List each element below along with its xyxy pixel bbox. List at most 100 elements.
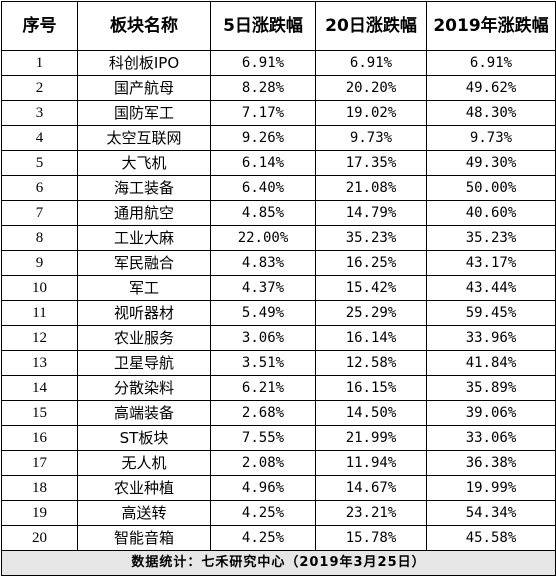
cell-index: 18 — [1, 475, 78, 501]
cell-20d-change: 14.79% — [315, 200, 427, 226]
cell-ytd-change: 43.17% — [426, 250, 556, 276]
cell-index: 10 — [1, 275, 78, 301]
header-row: 序号 板块名称 5日涨跌幅 20日涨跌幅 2019年涨跌幅 — [1, 1, 556, 51]
cell-sector-name: 高端装备 — [77, 400, 211, 426]
cell-5d-change: 6.14% — [210, 150, 316, 176]
cell-20d-change: 15.42% — [315, 275, 427, 301]
table-row: 7 通用航空 4.85% 14.79% 40.60% — [1, 200, 556, 226]
cell-sector-name: ST板块 — [77, 425, 211, 451]
table-row: 20 智能音箱 4.25% 15.78% 45.58% — [1, 525, 556, 551]
cell-20d-change: 17.35% — [315, 150, 427, 176]
cell-ytd-change: 45.58% — [426, 525, 556, 551]
cell-index: 16 — [1, 425, 78, 451]
cell-20d-change: 6.91% — [315, 50, 427, 76]
cell-sector-name: 大飞机 — [77, 150, 211, 176]
cell-sector-name: 农业服务 — [77, 325, 211, 351]
cell-5d-change: 9.26% — [210, 125, 316, 151]
cell-sector-name: 国产航母 — [77, 75, 211, 101]
cell-sector-name: 海工装备 — [77, 175, 211, 201]
cell-ytd-change: 35.89% — [426, 375, 556, 401]
cell-5d-change: 4.25% — [210, 525, 316, 551]
cell-20d-change: 16.14% — [315, 325, 427, 351]
cell-5d-change: 2.68% — [210, 400, 316, 426]
cell-ytd-change: 41.84% — [426, 350, 556, 376]
table-row: 15 高端装备 2.68% 14.50% 39.06% — [1, 400, 556, 426]
table-row: 1 科创板IPO 6.91% 6.91% 6.91% — [1, 50, 556, 76]
cell-index: 14 — [1, 375, 78, 401]
cell-sector-name: 国防军工 — [77, 100, 211, 126]
cell-sector-name: 军民融合 — [77, 250, 211, 276]
cell-20d-change: 15.78% — [315, 525, 427, 551]
cell-20d-change: 19.02% — [315, 100, 427, 126]
table-row: 6 海工装备 6.40% 21.08% 50.00% — [1, 175, 556, 201]
table-row: 10 军工 4.37% 15.42% 43.44% — [1, 275, 556, 301]
table-row: 4 太空互联网 9.26% 9.73% 9.73% — [1, 125, 556, 151]
cell-sector-name: 卫星导航 — [77, 350, 211, 376]
cell-sector-name: 太空互联网 — [77, 125, 211, 151]
table-row: 11 视听器材 5.49% 25.29% 59.45% — [1, 300, 556, 326]
cell-5d-change: 2.08% — [210, 450, 316, 476]
cell-ytd-change: 49.30% — [426, 150, 556, 176]
cell-ytd-change: 33.06% — [426, 425, 556, 451]
cell-ytd-change: 59.45% — [426, 300, 556, 326]
cell-20d-change: 20.20% — [315, 75, 427, 101]
cell-ytd-change: 6.91% — [426, 50, 556, 76]
cell-20d-change: 25.29% — [315, 300, 427, 326]
cell-5d-change: 4.83% — [210, 250, 316, 276]
table-row: 12 农业服务 3.06% 16.14% 33.96% — [1, 325, 556, 351]
table-row: 2 国产航母 8.28% 20.20% 49.62% — [1, 75, 556, 101]
cell-ytd-change: 39.06% — [426, 400, 556, 426]
cell-5d-change: 5.49% — [210, 300, 316, 326]
cell-ytd-change: 43.44% — [426, 275, 556, 301]
cell-20d-change: 16.25% — [315, 250, 427, 276]
cell-20d-change: 16.15% — [315, 375, 427, 401]
cell-ytd-change: 48.30% — [426, 100, 556, 126]
cell-index: 11 — [1, 300, 78, 326]
cell-20d-change: 21.08% — [315, 175, 427, 201]
table-row: 16 ST板块 7.55% 21.99% 33.06% — [1, 425, 556, 451]
cell-sector-name: 无人机 — [77, 450, 211, 476]
cell-5d-change: 3.06% — [210, 325, 316, 351]
cell-ytd-change: 54.34% — [426, 500, 556, 526]
header-5d-change: 5日涨跌幅 — [210, 1, 316, 51]
table-row: 8 工业大麻 22.00% 35.23% 35.23% — [1, 225, 556, 251]
cell-ytd-change: 36.38% — [426, 450, 556, 476]
table-row: 18 农业种植 4.96% 14.67% 19.99% — [1, 475, 556, 501]
table-row: 19 高送转 4.25% 23.21% 54.34% — [1, 500, 556, 526]
cell-index: 8 — [1, 225, 78, 251]
cell-20d-change: 9.73% — [315, 125, 427, 151]
cell-index: 1 — [1, 50, 78, 76]
cell-index: 7 — [1, 200, 78, 226]
cell-index: 9 — [1, 250, 78, 276]
cell-5d-change: 6.91% — [210, 50, 316, 76]
cell-20d-change: 35.23% — [315, 225, 427, 251]
table-row: 14 分散染料 6.21% 16.15% 35.89% — [1, 375, 556, 401]
header-index: 序号 — [1, 1, 78, 51]
cell-20d-change: 23.21% — [315, 500, 427, 526]
cell-sector-name: 智能音箱 — [77, 525, 211, 551]
cell-index: 20 — [1, 525, 78, 551]
cell-sector-name: 军工 — [77, 275, 211, 301]
cell-index: 17 — [1, 450, 78, 476]
cell-ytd-change: 40.60% — [426, 200, 556, 226]
cell-20d-change: 12.58% — [315, 350, 427, 376]
cell-20d-change: 21.99% — [315, 425, 427, 451]
cell-ytd-change: 9.73% — [426, 125, 556, 151]
cell-ytd-change: 19.99% — [426, 475, 556, 501]
cell-sector-name: 通用航空 — [77, 200, 211, 226]
cell-ytd-change: 33.96% — [426, 325, 556, 351]
cell-sector-name: 分散染料 — [77, 375, 211, 401]
cell-5d-change: 7.17% — [210, 100, 316, 126]
cell-index: 2 — [1, 75, 78, 101]
cell-index: 5 — [1, 150, 78, 176]
cell-5d-change: 22.00% — [210, 225, 316, 251]
data-source-note: 数据统计：七禾研究中心（2019年3月25日） — [1, 550, 556, 576]
cell-index: 15 — [1, 400, 78, 426]
cell-20d-change: 14.50% — [315, 400, 427, 426]
cell-5d-change: 4.96% — [210, 475, 316, 501]
cell-20d-change: 14.67% — [315, 475, 427, 501]
cell-sector-name: 农业种植 — [77, 475, 211, 501]
cell-ytd-change: 49.62% — [426, 75, 556, 101]
cell-sector-name: 工业大麻 — [77, 225, 211, 251]
